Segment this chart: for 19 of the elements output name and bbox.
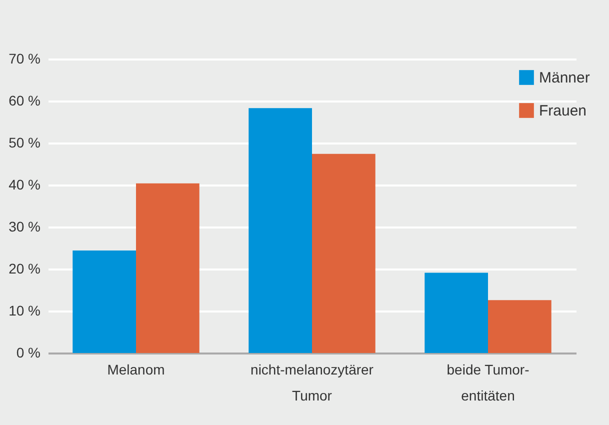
bar <box>248 108 312 353</box>
x-tick-label: nicht-melanozytärer Tumor <box>250 362 374 404</box>
legend-label: Männer <box>539 70 590 86</box>
y-tick-label: 30 % <box>8 218 40 234</box>
x-tick-label: Melanom <box>107 362 165 378</box>
y-tick-label: 70 % <box>8 50 40 66</box>
y-tick-label: 50 % <box>8 134 40 150</box>
y-tick-label: 60 % <box>8 92 40 108</box>
bar <box>136 183 200 353</box>
bar <box>312 154 376 353</box>
x-tick-label: beide Tumor-entitäten <box>446 362 530 404</box>
y-tick-label: 40 % <box>8 176 40 192</box>
bar <box>72 250 136 353</box>
bar <box>488 300 552 353</box>
legend-label: Frauen <box>539 102 587 120</box>
y-tick-label: 20 % <box>8 260 40 276</box>
y-tick-label: 0 % <box>16 344 40 360</box>
bar <box>424 272 488 353</box>
y-tick-label: 10 % <box>8 302 40 318</box>
